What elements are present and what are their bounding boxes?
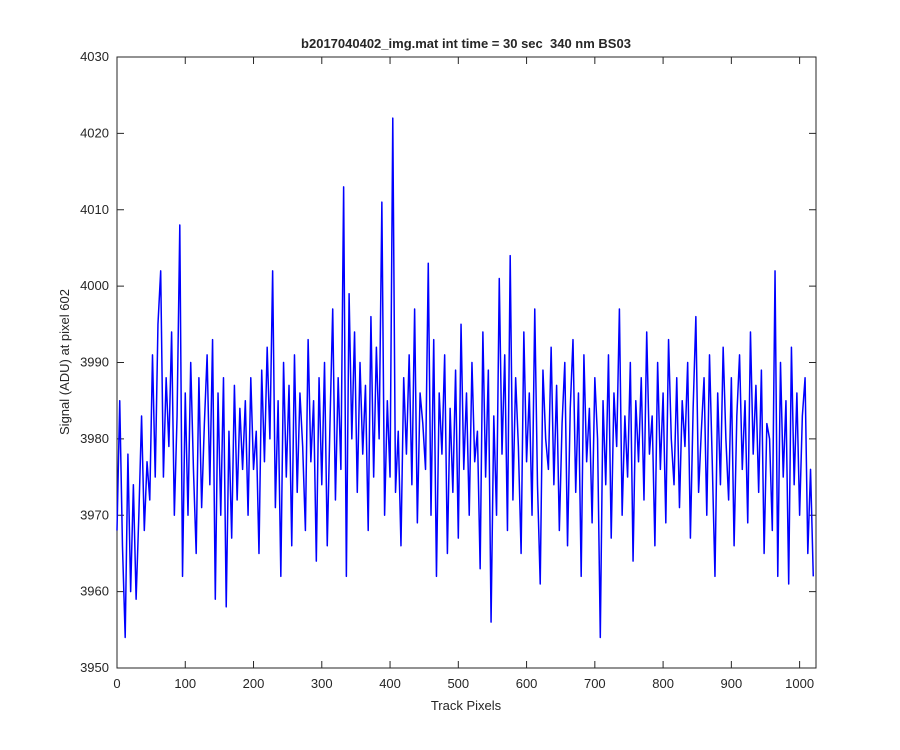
y-tick-label: 3990 bbox=[80, 355, 109, 370]
x-tick-label: 0 bbox=[113, 676, 120, 691]
y-tick-label: 3970 bbox=[80, 507, 109, 522]
x-tick-label: 200 bbox=[243, 676, 265, 691]
x-tick-label: 1000 bbox=[785, 676, 814, 691]
x-tick-label: 600 bbox=[516, 676, 538, 691]
y-tick-label: 4000 bbox=[80, 278, 109, 293]
x-axis-label: Track Pixels bbox=[431, 698, 502, 713]
y-tick-label: 4020 bbox=[80, 125, 109, 140]
y-tick-label: 3950 bbox=[80, 660, 109, 675]
y-axis-label: Signal (ADU) at pixel 602 bbox=[57, 289, 72, 435]
x-tick-label: 300 bbox=[311, 676, 333, 691]
data-line bbox=[116, 117, 815, 639]
y-tick-label: 4030 bbox=[80, 49, 109, 64]
x-tick-label: 900 bbox=[721, 676, 743, 691]
x-tick-label: 800 bbox=[652, 676, 674, 691]
x-tick-label: 400 bbox=[379, 676, 401, 691]
y-tick-label: 4010 bbox=[80, 202, 109, 217]
chart-title: b2017040402_img.mat int time = 30 sec 34… bbox=[301, 36, 631, 51]
plot-area bbox=[116, 56, 817, 669]
y-tick-label: 3980 bbox=[80, 431, 109, 446]
x-tick-label: 700 bbox=[584, 676, 606, 691]
y-tick-label: 3960 bbox=[80, 584, 109, 599]
x-tick-label: 100 bbox=[174, 676, 196, 691]
x-tick-label: 500 bbox=[447, 676, 469, 691]
